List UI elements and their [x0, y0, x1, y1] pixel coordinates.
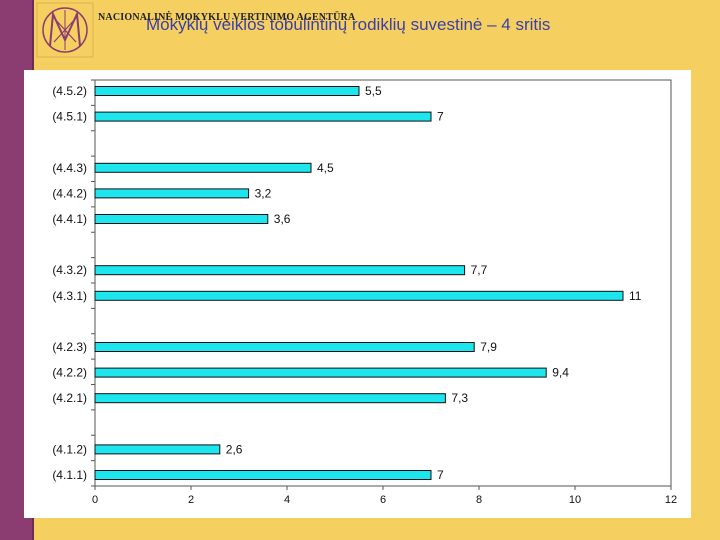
bar-value-label: 4,5 [317, 161, 334, 175]
x-tick-label: 10 [569, 494, 581, 506]
x-tick-label: 0 [92, 494, 98, 506]
category-label: (4.1.1) [52, 468, 87, 482]
bar [94, 342, 475, 352]
bar [94, 290, 624, 301]
bar-chart: (4.5.2) 5,5 (4.5.1) 7 (4.4.3) 4,5 (4.4.2) 3,2 (4… [52, 79, 677, 506]
bar [94, 86, 360, 96]
bar-value-label: 3,6 [274, 212, 291, 226]
bar-value-label: 3,2 [255, 186, 272, 200]
bar [94, 393, 446, 404]
bar-value-label: 7,3 [451, 391, 468, 405]
bar-value-label: 7 [437, 468, 444, 482]
bar [94, 111, 432, 122]
bar [94, 470, 432, 480]
bar [94, 214, 269, 224]
category-label: (4.3.2) [52, 263, 87, 277]
bar [94, 188, 250, 199]
slide-title: Mokyklų veiklos tobulintinų rodiklių suv… [146, 15, 551, 34]
bar [94, 367, 547, 378]
category-label: (4.2.2) [52, 366, 87, 380]
bar-value-label: 11 [629, 289, 642, 303]
bar-value-label: 7 [437, 110, 444, 124]
bar-value-label: 2,6 [226, 442, 243, 456]
x-tick-label: 6 [380, 494, 386, 506]
bar [94, 444, 221, 455]
category-label: (4.4.3) [52, 161, 87, 175]
agency-name: NACIONALINĖ MOKYKLŲ VERTINIMO AGENTŪRA [98, 12, 356, 23]
category-label: (4.1.2) [52, 442, 87, 456]
x-tick-label: 2 [188, 494, 194, 506]
bar [94, 265, 466, 276]
x-tick-label: 4 [284, 494, 290, 506]
agency-logo [36, 2, 94, 58]
category-label: (4.4.1) [52, 212, 87, 226]
bar-value-label: 7,7 [471, 263, 488, 277]
chart-panel: (4.5.2) 5,5 (4.5.1) 7 (4.4.3) 4,5 (4.4.2) 3,2 (4… [24, 70, 691, 518]
bar-value-label: 5,5 [365, 84, 382, 98]
category-label: (4.4.2) [52, 186, 87, 200]
category-label: (4.2.3) [52, 340, 87, 354]
bar [94, 162, 312, 173]
x-tick-label: 8 [476, 494, 482, 506]
bar-value-label: 9,4 [552, 366, 569, 380]
category-label: (4.3.1) [52, 289, 87, 303]
category-label: (4.5.2) [52, 84, 87, 98]
agency-logo-icon [36, 2, 94, 58]
plot-frame [94, 79, 672, 487]
category-label: (4.2.1) [52, 391, 87, 405]
x-tick-label: 12 [665, 494, 677, 506]
bar-value-label: 7,9 [480, 340, 497, 354]
category-label: (4.5.1) [52, 110, 87, 124]
